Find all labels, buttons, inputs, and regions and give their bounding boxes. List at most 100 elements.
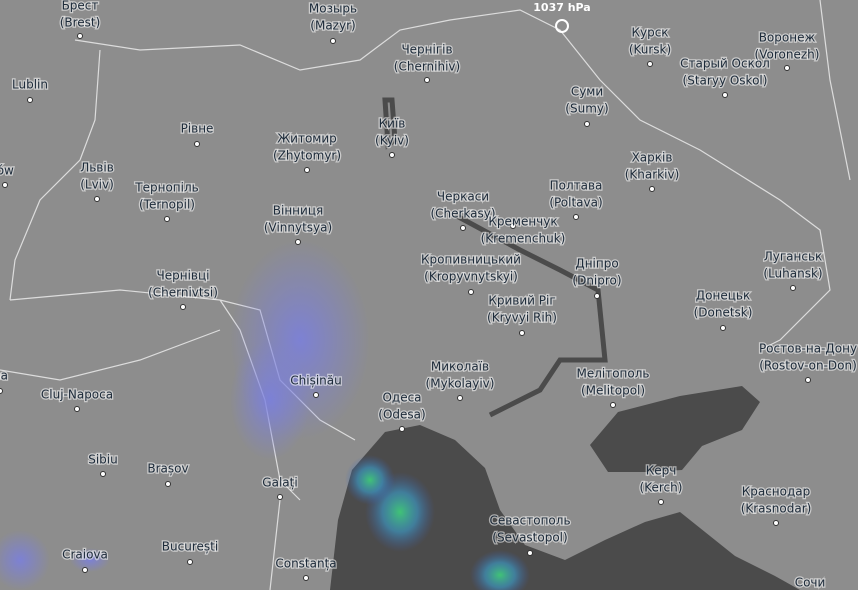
rain-area <box>230 340 310 460</box>
city-name: Craiova <box>62 548 108 562</box>
city-name: Донецьк <box>696 289 750 303</box>
rain-area <box>0 530 50 590</box>
city-latin-name: (Rostov-on-Don) <box>759 359 857 373</box>
city-name: Galați <box>262 476 297 490</box>
sea-of-azov <box>590 386 760 472</box>
city-latin-name: (Kharkiv) <box>625 168 680 182</box>
city-name: Керч <box>646 464 677 478</box>
city-name: Кривий Ріг <box>488 294 555 308</box>
city-dot <box>194 141 200 147</box>
city-latin-name: (Donetsk) <box>694 306 753 320</box>
city-latin-name: (Ternopil) <box>139 198 195 212</box>
city-dot <box>573 214 579 220</box>
black-sea <box>330 425 800 590</box>
city-dot <box>27 97 33 103</box>
city-dot <box>468 289 474 295</box>
city-dot <box>2 182 8 188</box>
city-latin-name: (Chernivtsi) <box>148 286 218 300</box>
city-latin-name: (Mykolayiv) <box>426 377 495 391</box>
dnipro-river <box>382 97 608 418</box>
city-dot <box>180 304 186 310</box>
city-latin-name: (Voronezh) <box>755 48 820 62</box>
city-name: Севастополь <box>489 514 570 528</box>
city-dot <box>649 186 655 192</box>
city-latin-name: (Lviv) <box>80 178 114 192</box>
city-dot <box>277 494 283 500</box>
city-name: Луганськ <box>764 250 823 264</box>
city-dot <box>77 33 83 39</box>
city-name: Мозырь <box>309 2 357 16</box>
city-dot <box>658 499 664 505</box>
city-dot <box>94 196 100 202</box>
city-name: Brașov <box>147 462 188 476</box>
city-name: Lublin <box>12 78 48 92</box>
city-dot <box>805 377 811 383</box>
city-dot <box>784 65 790 71</box>
city-name: Краснодар <box>742 485 811 499</box>
city-dot <box>610 402 616 408</box>
city-name: Мелітополь <box>576 367 649 381</box>
city-latin-name: (Kursk) <box>629 43 671 57</box>
city-name: Воронеж <box>759 31 816 45</box>
city-latin-name: (Kryvyi Rih) <box>487 311 557 325</box>
city-name: Одеса <box>382 391 421 405</box>
city-latin-name: (Krasnodar) <box>741 502 812 516</box>
city-dot <box>457 395 463 401</box>
city-latin-name: (Zhytomyr) <box>273 149 341 163</box>
city-name: Sibiu <box>88 453 118 467</box>
city-latin-name: (Sevastopol) <box>492 531 567 545</box>
city-latin-name: (Mazyr) <box>310 19 355 33</box>
city-name: Rzeszów <box>0 164 14 178</box>
city-dot <box>790 285 796 291</box>
city-dot <box>424 77 430 83</box>
city-latin-name: (Kerch) <box>640 481 683 495</box>
city-latin-name: (Chernihiv) <box>394 60 460 74</box>
city-name: Чернігів <box>401 43 452 57</box>
city-name: Кременчук <box>488 215 557 229</box>
storm-area <box>345 455 395 505</box>
city-name: Тернопіль <box>134 181 198 195</box>
city-name: Рівне <box>181 122 214 136</box>
city-dot <box>510 223 516 229</box>
city-latin-name: (Cherkasy) <box>430 207 495 221</box>
city-latin-name: (Odesa) <box>378 408 425 422</box>
city-name: Брест <box>62 0 99 13</box>
city-name: Черкаси <box>437 190 489 204</box>
city-latin-name: (Vinnytsya) <box>264 221 332 235</box>
city-name: Старый Оскол <box>680 57 770 71</box>
city-name: Ростов-на-Дону <box>759 342 857 356</box>
city-dot <box>295 239 301 245</box>
city-dot <box>303 575 309 581</box>
city-dot <box>304 167 310 173</box>
city-dot <box>584 121 590 127</box>
pressure-label: 1037 hPa <box>533 1 590 14</box>
city-dot <box>647 61 653 67</box>
city-dot <box>594 293 600 299</box>
city-dot <box>330 38 336 44</box>
city-latin-name: (Kyiv) <box>375 134 409 148</box>
city-name: Миколаїв <box>431 360 489 374</box>
city-name: Кропивницький <box>421 253 521 267</box>
city-dot <box>82 567 88 573</box>
city-dot <box>722 92 728 98</box>
city-dot <box>165 481 171 487</box>
city-latin-name: (Luhansk) <box>763 267 822 281</box>
city-name: Чернівці <box>157 269 210 283</box>
city-dot <box>187 559 193 565</box>
city-dot <box>720 325 726 331</box>
city-dot <box>100 471 106 477</box>
city-latin-name: (Kropyvnytskyi) <box>424 270 518 284</box>
city-name: Сочи <box>795 576 826 590</box>
city-dot <box>313 392 319 398</box>
city-name: Курск <box>631 26 668 40</box>
city-dot <box>399 426 405 432</box>
city-name: Київ <box>379 117 406 131</box>
city-name: București <box>162 540 218 554</box>
city-dot <box>74 406 80 412</box>
city-dot <box>164 216 170 222</box>
rain-area <box>70 548 110 572</box>
city-dot <box>0 388 3 394</box>
city-dot <box>519 330 525 336</box>
city-name: Constanța <box>275 557 336 571</box>
